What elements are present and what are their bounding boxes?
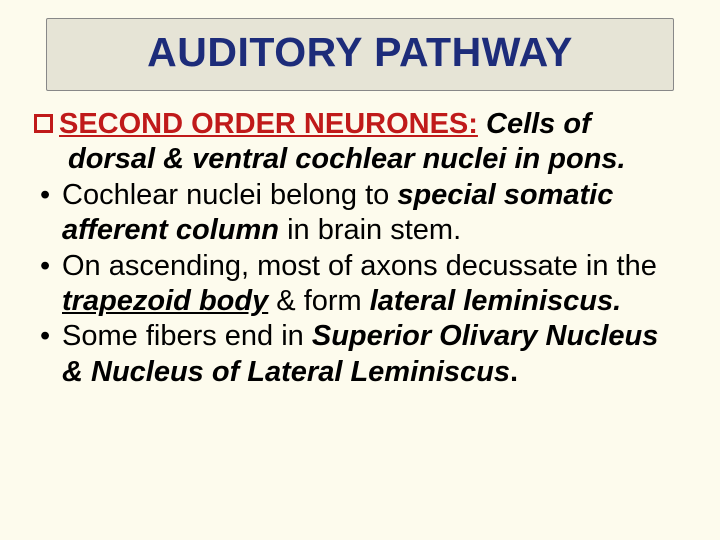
bullet-text: Cochlear nuclei belong to special somati… bbox=[62, 178, 682, 249]
heading-rest1: Cells of bbox=[478, 108, 591, 140]
text-run: On ascending, most of axons decussate in… bbox=[62, 250, 657, 282]
content-area: SECOND ORDER NEURONES: Cells of dorsal &… bbox=[28, 107, 692, 390]
slide-title: AUDITORY PATHWAY bbox=[65, 29, 655, 76]
dot-bullet-icon: • bbox=[34, 178, 62, 213]
bullet-item: •Some fibers end in Superior Olivary Nuc… bbox=[34, 319, 682, 390]
bullet-item: •Cochlear nuclei belong to special somat… bbox=[34, 178, 682, 249]
bullet-text: On ascending, most of axons decussate in… bbox=[62, 249, 682, 320]
dot-bullet-icon: • bbox=[34, 249, 62, 284]
text-run: Cochlear nuclei belong to bbox=[62, 179, 397, 211]
text-run: trapezoid body bbox=[62, 285, 268, 317]
bullet-item: •On ascending, most of axons decussate i… bbox=[34, 249, 682, 320]
heading-text: SECOND ORDER NEURONES: Cells of bbox=[59, 107, 682, 142]
bullet-list: •Cochlear nuclei belong to special somat… bbox=[34, 178, 682, 390]
slide: AUDITORY PATHWAY SECOND ORDER NEURONES: … bbox=[0, 0, 720, 540]
text-run: in brain stem. bbox=[279, 214, 461, 246]
text-run: & form bbox=[268, 285, 370, 317]
bullet-text: Some fibers end in Superior Olivary Nucl… bbox=[62, 319, 682, 390]
text-run: . bbox=[510, 356, 518, 388]
square-bullet-icon bbox=[34, 114, 53, 133]
text-run: Some fibers end in bbox=[62, 320, 312, 352]
heading-row: SECOND ORDER NEURONES: Cells of bbox=[34, 107, 682, 142]
dot-bullet-icon: • bbox=[34, 319, 62, 354]
title-box: AUDITORY PATHWAY bbox=[46, 18, 674, 91]
text-run: lateral leminiscus. bbox=[370, 285, 621, 317]
heading-line2: dorsal & ventral cochlear nuclei in pons… bbox=[34, 142, 682, 177]
heading-label: SECOND ORDER NEURONES: bbox=[59, 108, 478, 140]
